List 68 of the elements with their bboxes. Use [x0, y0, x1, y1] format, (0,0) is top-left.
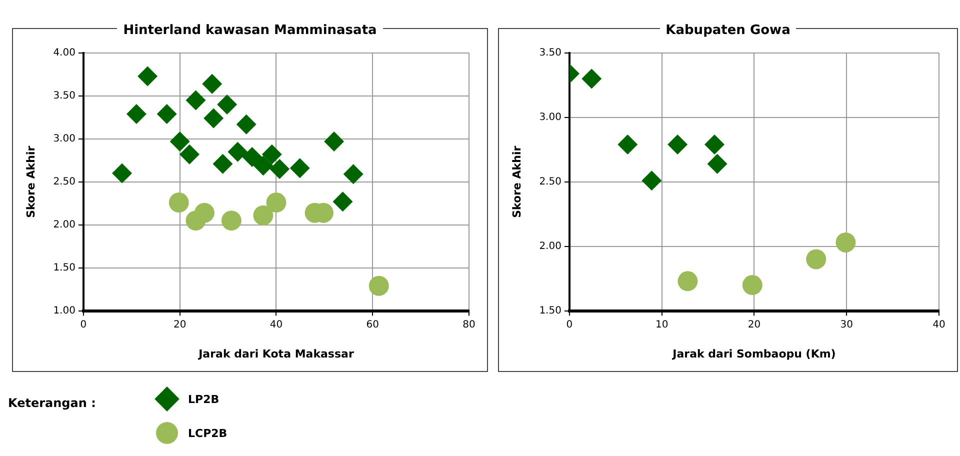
y-tick-label: 3.50 [53, 90, 76, 102]
x-tick-label: 30 [840, 319, 853, 330]
point [156, 104, 177, 124]
x-tick-label: 60 [366, 319, 379, 330]
y-tick-label: 3.00 [539, 112, 562, 124]
y-tick-label: 2.50 [539, 176, 562, 188]
point [242, 146, 262, 167]
y-axis-title: Skore Akhir [510, 145, 524, 218]
point [236, 114, 256, 134]
point [126, 104, 146, 124]
y-tick-label: 3.00 [53, 134, 76, 145]
point [204, 108, 224, 128]
point [678, 271, 698, 292]
point [343, 164, 364, 184]
point [704, 134, 725, 155]
y-tick-label: 1.50 [53, 262, 76, 274]
point [668, 134, 688, 155]
chart-title: Kabupaten Gowa [660, 23, 796, 38]
y-tick-label: 2.50 [53, 176, 76, 188]
point [266, 192, 286, 213]
point [179, 144, 200, 164]
x-axis-title: Jarak dari Kota Makassar [198, 347, 354, 360]
point [368, 276, 389, 296]
point [332, 192, 353, 212]
point [253, 205, 274, 226]
point [253, 156, 274, 176]
y-tick-label: 4.00 [53, 48, 76, 59]
x-axis-title: Jarak dari Sombaopu (Km) [672, 347, 836, 360]
point [228, 142, 248, 162]
legend-label: LP2B [188, 392, 220, 406]
point [262, 144, 282, 164]
x-tick-label: 0 [566, 319, 573, 330]
point [221, 210, 242, 231]
point [836, 232, 856, 252]
y-tick-label: 2.00 [539, 240, 562, 252]
x-tick-label: 0 [80, 319, 87, 330]
y-tick-label: 1.00 [53, 305, 76, 316]
point [170, 132, 190, 152]
point [202, 74, 222, 94]
legend-title: Keterangan : [8, 396, 96, 410]
chart-title: Hinterland kawasan Mamminasata [117, 23, 383, 38]
point [186, 210, 206, 231]
point [618, 134, 638, 155]
point [112, 163, 132, 184]
point [742, 275, 762, 296]
point [186, 90, 206, 110]
x-tick-label: 80 [462, 319, 476, 330]
point [642, 170, 662, 191]
point [212, 154, 233, 174]
point [582, 68, 602, 89]
x-tick-label: 20 [173, 319, 186, 330]
y-axis-title: Skore Akhir [24, 145, 38, 218]
y-tick-label: 3.50 [539, 48, 562, 59]
point [806, 249, 826, 270]
point [138, 66, 158, 86]
y-tick-label: 1.50 [539, 305, 562, 316]
y-tick-label: 2.00 [53, 219, 76, 230]
point [270, 159, 290, 180]
point [324, 132, 344, 152]
point [290, 158, 310, 178]
legend-label: LCP2B [188, 426, 228, 440]
x-tick-label: 40 [932, 319, 946, 330]
x-tick-label: 20 [748, 319, 761, 330]
point [217, 94, 238, 115]
x-tick-label: 40 [270, 319, 283, 330]
point [168, 192, 189, 213]
x-tick-label: 10 [655, 319, 668, 330]
point [707, 154, 728, 174]
